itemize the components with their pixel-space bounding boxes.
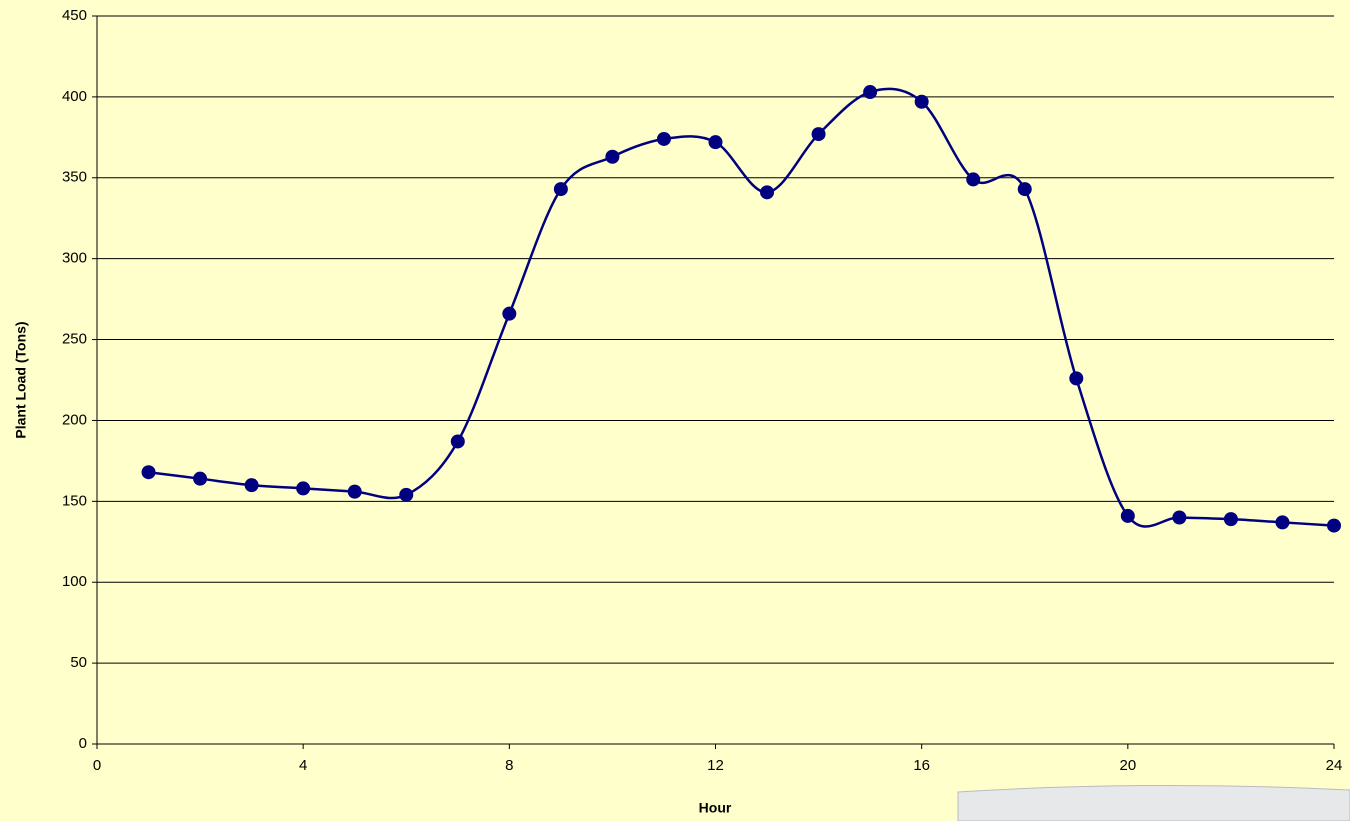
data-point [245, 478, 259, 492]
data-point [451, 434, 465, 448]
data-point [760, 185, 774, 199]
data-point [296, 481, 310, 495]
data-point [554, 182, 568, 196]
data-point [657, 132, 671, 146]
x-axis-title: Hour [699, 800, 732, 816]
y-tick-label: 450 [62, 7, 87, 24]
data-point [1275, 515, 1289, 529]
data-point [502, 307, 516, 321]
data-point [399, 488, 413, 502]
x-tick-label: 4 [299, 757, 307, 774]
y-tick-label: 400 [62, 88, 87, 105]
data-point [142, 465, 156, 479]
x-tick-label: 20 [1119, 757, 1136, 774]
data-point [1121, 509, 1135, 523]
data-point [605, 150, 619, 164]
data-point [966, 172, 980, 186]
y-tick-label: 100 [62, 573, 87, 590]
data-point [1018, 182, 1032, 196]
y-tick-label: 300 [62, 250, 87, 267]
data-point [193, 472, 207, 486]
data-point [1327, 519, 1341, 533]
y-tick-label: 150 [62, 492, 87, 509]
x-tick-label: 24 [1326, 757, 1343, 774]
photo-fragment [958, 785, 1350, 821]
background [0, 0, 1350, 821]
data-point [915, 95, 929, 109]
page: {"chart_data": {"type": "line", "x_label… [0, 0, 1350, 821]
data-point [1224, 512, 1238, 526]
data-point [1172, 511, 1186, 525]
y-tick-label: 200 [62, 411, 87, 428]
data-point [348, 485, 362, 499]
y-axis-title: Plant Load (Tons) [13, 321, 29, 438]
x-tick-label: 12 [707, 757, 724, 774]
data-point [1069, 371, 1083, 385]
y-tick-label: 250 [62, 331, 87, 348]
x-tick-label: 8 [505, 757, 513, 774]
y-tick-label: 350 [62, 169, 87, 186]
x-tick-label: 16 [913, 757, 930, 774]
data-point [863, 85, 877, 99]
y-tick-label: 50 [70, 654, 87, 671]
data-point [812, 127, 826, 141]
data-point [709, 135, 723, 149]
chart: Hour Plant Load (Tons) 05010015020025030… [0, 0, 1350, 821]
y-tick-label: 0 [79, 735, 87, 752]
x-tick-label: 0 [93, 757, 101, 774]
